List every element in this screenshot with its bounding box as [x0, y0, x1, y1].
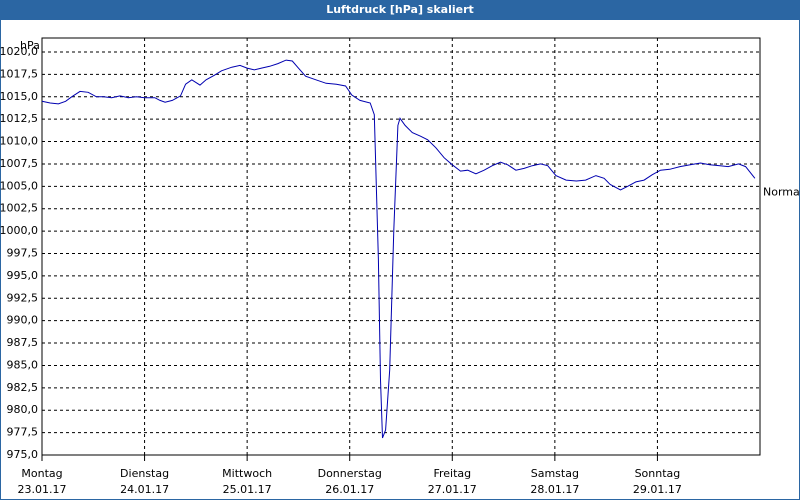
y-tick-label: 987,5: [7, 336, 39, 349]
y-tick-label: 980,0: [7, 403, 39, 416]
y-tick-label: 975,0: [7, 448, 39, 461]
x-tick-label: 23.01.17: [18, 483, 67, 496]
x-tick-label: Montag: [21, 467, 62, 480]
y-tick-label: 985,0: [7, 358, 39, 371]
x-tick-label: 26.01.17: [325, 483, 374, 496]
x-tick-label: 25.01.17: [223, 483, 272, 496]
x-tick-label: 27.01.17: [428, 483, 477, 496]
series-label: Normal: [763, 185, 800, 198]
x-tick-label: Sonntag: [635, 467, 681, 480]
line-series: [41, 59, 756, 439]
y-tick-label: 995,0: [7, 269, 39, 282]
y-tick-label: 1015,0: [0, 90, 38, 103]
x-tick-label: Freitag: [433, 467, 471, 480]
plot-area: [41, 37, 761, 456]
x-tick-label: 28.01.17: [530, 483, 579, 496]
y-tick-label: 1002,5: [0, 202, 38, 215]
y-tick-label: 1005,0: [0, 179, 38, 192]
y-tick-label: 997,5: [7, 247, 39, 260]
y-tick-label: 1020,0: [0, 45, 38, 58]
y-tick-label: 1012,5: [0, 112, 38, 125]
y-tick-label: 1010,0: [0, 135, 38, 148]
y-tick-label: 1017,5: [0, 67, 38, 80]
title-bar: [0, 0, 800, 20]
y-tick-label: 990,0: [7, 314, 39, 327]
x-tick-label: Samstag: [531, 467, 579, 480]
y-tick-label: 992,5: [7, 291, 39, 304]
y-tick-label: 982,5: [7, 381, 39, 394]
x-tick-label: 29.01.17: [633, 483, 682, 496]
x-tick-label: Mittwoch: [222, 467, 272, 480]
x-tick-label: Dienstag: [120, 467, 169, 480]
y-tick-label: 977,5: [7, 426, 39, 439]
x-tick-label: Donnerstag: [318, 467, 382, 480]
x-tick-label: 24.01.17: [120, 483, 169, 496]
y-tick-label: 1007,5: [0, 157, 38, 170]
chart-title: Luftdruck [hPa] skaliert: [326, 3, 474, 16]
y-tick-label: 1000,0: [0, 224, 38, 237]
y-axis-label: hPa: [20, 39, 40, 52]
